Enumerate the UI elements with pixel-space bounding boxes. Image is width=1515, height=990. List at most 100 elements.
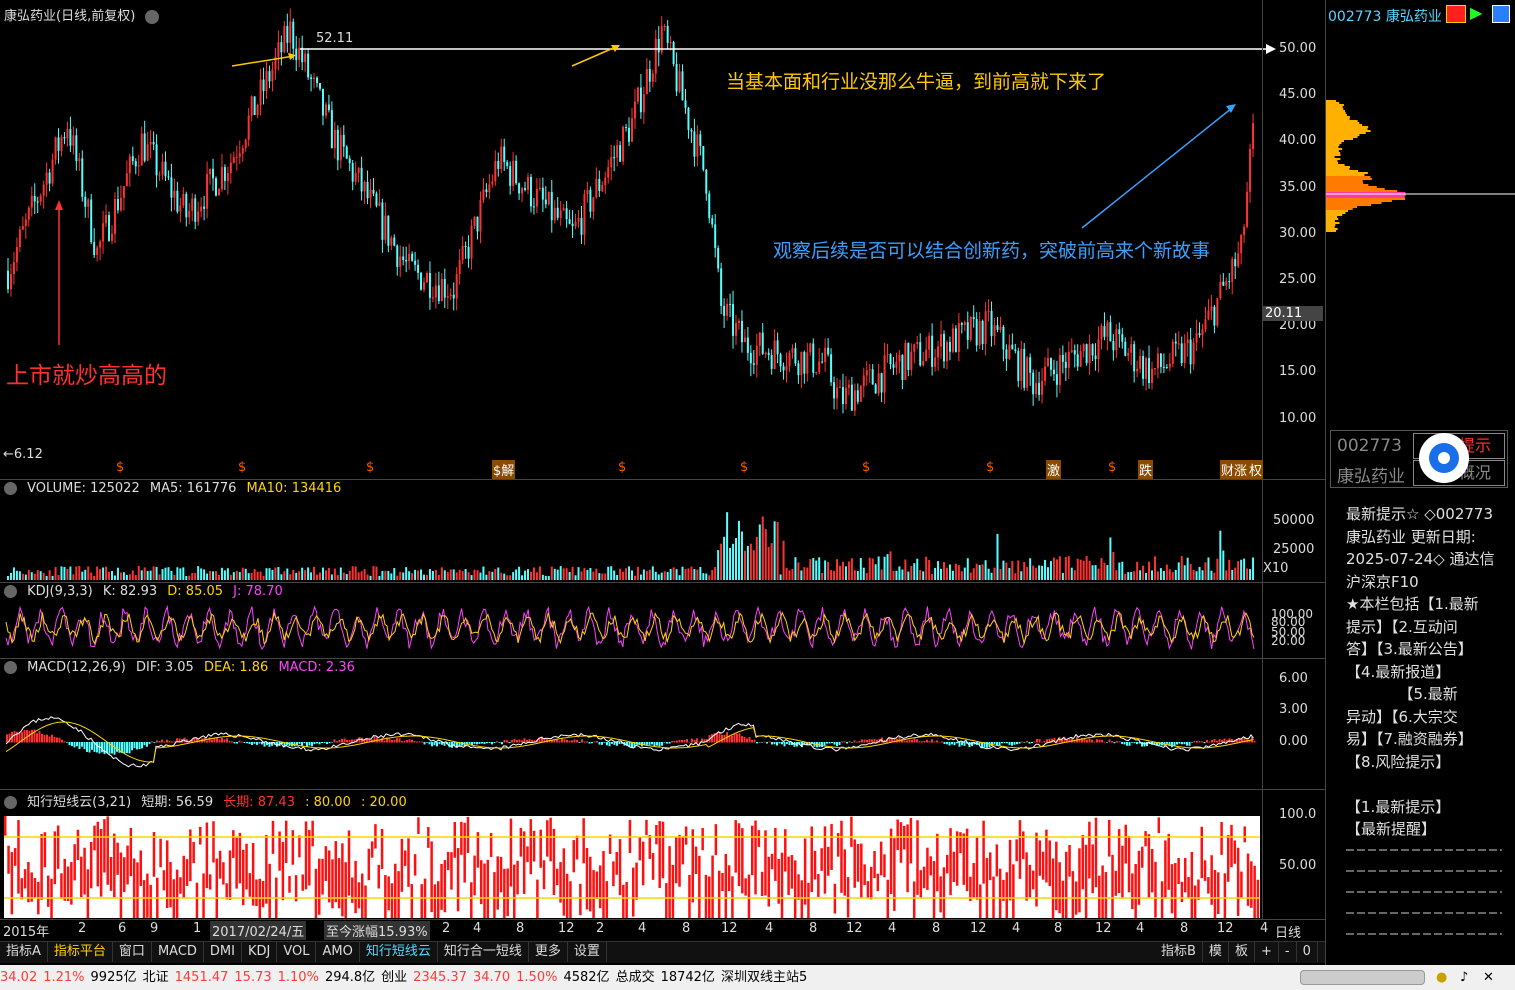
flag-icon[interactable] [1446, 5, 1466, 23]
chip-bar [1326, 230, 1337, 232]
indicator-tab[interactable]: 窗口 [113, 942, 152, 962]
candle-body [182, 193, 185, 206]
cloud-bar [1111, 854, 1114, 918]
macd-bar [358, 737, 361, 743]
candle-body [1121, 334, 1124, 342]
indicator-tab-right[interactable]: 指标B [1155, 942, 1203, 962]
indicator-tab[interactable]: 指标平台 [48, 942, 113, 962]
collapse-icon[interactable] [4, 796, 17, 809]
macd-bar [1168, 742, 1171, 747]
indicator-tab[interactable]: DMI [204, 942, 242, 962]
macd-bar [458, 742, 461, 747]
macd-bar [911, 739, 913, 743]
candle-body [1035, 383, 1038, 395]
collapse-icon[interactable] [4, 482, 17, 495]
settings-circle-icon[interactable] [145, 9, 160, 24]
indicator-tab[interactable]: 知行合一短线 [438, 942, 529, 962]
window-icon[interactable] [1492, 5, 1510, 23]
cloud-bar [116, 842, 119, 875]
kdj-header: KDJ(9,3,3) K: 82.93 D: 85.05 J: 78.70 [4, 584, 289, 599]
volume-bar [185, 575, 188, 580]
kdj-panel[interactable]: KDJ(9,3,3) K: 82.93 D: 85.05 J: 78.70 10… [0, 583, 1325, 659]
indicator-tab[interactable]: 设置 [568, 942, 607, 962]
candle-body [1183, 343, 1186, 364]
play-icon[interactable]: ▶ [1470, 3, 1483, 22]
time-label: 2015年 [3, 925, 50, 940]
time-label: 12 [846, 921, 863, 936]
macd-bar [606, 742, 608, 746]
volume-bar [324, 570, 327, 580]
cloud-bar [813, 850, 817, 880]
scrollbar[interactable] [1300, 970, 1425, 985]
indicator-tab[interactable]: 知行短线云 [360, 942, 438, 962]
volume-bar [666, 572, 669, 580]
volume-bar [128, 574, 131, 580]
candle-body [461, 245, 464, 261]
volume-bar [1079, 559, 1082, 580]
macd-bar [451, 742, 453, 748]
indicator-tab[interactable]: 更多 [529, 942, 568, 962]
indicator-tab[interactable]: VOL [277, 942, 317, 962]
volume-bar [553, 568, 556, 580]
cloud-bar [671, 864, 675, 918]
macd-bar [193, 737, 196, 743]
cloud-bar [575, 835, 579, 860]
macd-bar [48, 736, 51, 743]
chip-bar [1326, 220, 1335, 222]
indicator-tab-right[interactable]: - [1279, 942, 1297, 962]
macd-bar [171, 741, 173, 743]
volume-ma5: MA5: 161776 [149, 481, 237, 496]
macd-bar [348, 740, 351, 743]
indicator-tab[interactable]: AMO [316, 942, 360, 962]
indicator-tab[interactable]: KDJ [242, 942, 278, 962]
macd-bar [806, 742, 808, 746]
cloud-bar [291, 830, 295, 865]
volume-bar [749, 543, 752, 580]
indicator-tab[interactable]: MACD [152, 942, 204, 962]
cloud-bar [724, 853, 728, 918]
indicator-tab-right[interactable]: 模 [1203, 942, 1229, 962]
period-label[interactable]: 日线 [1275, 926, 1302, 941]
cloud-bar [440, 863, 443, 910]
macd-bar [941, 741, 943, 743]
volume-bar [1198, 566, 1201, 580]
cloud-panel[interactable]: 知行短线云(3,21) 短期: 56.59 长期: 87.43 : 80.00 … [0, 790, 1325, 920]
tools-icon[interactable]: ✕ [1483, 970, 1494, 985]
macd-bar [1216, 740, 1218, 743]
candle-body [351, 163, 354, 182]
time-label: 12 [970, 921, 987, 936]
volume-bar [726, 512, 729, 580]
bulb-icon[interactable]: ● [1436, 970, 1448, 985]
assistant-icon[interactable] [1419, 433, 1469, 483]
collapse-icon[interactable] [4, 661, 17, 674]
candle-body [143, 133, 146, 161]
macd-bar [1111, 741, 1113, 743]
cloud-bar [1253, 865, 1256, 918]
notification-icon[interactable]: ♪ [1460, 970, 1469, 985]
macd-bar [176, 738, 178, 743]
macd-bar [646, 742, 648, 745]
cloud-short: 短期: 56.59 [141, 795, 214, 810]
indicator-tab-right[interactable]: 0 [1297, 942, 1318, 962]
volume-panel[interactable]: VOLUME: 125022 MA5: 161776 MA10: 134416 … [0, 480, 1325, 583]
candle-body [916, 342, 919, 345]
macd-panel[interactable]: MACD(12,26,9) DIF: 3.05 DEA: 1.86 MACD: … [0, 659, 1325, 790]
indicator-tab[interactable]: 指标A [0, 942, 48, 962]
price-panel[interactable]: 康弘药业(日线,前复权) 50.00 45.00 40.00 35.00 30.00 25… [0, 0, 1325, 480]
volume-bar [250, 572, 253, 580]
cloud-bar [777, 858, 780, 904]
volume-bar [521, 575, 524, 580]
volume-bar [99, 569, 102, 580]
collapse-icon[interactable] [4, 585, 17, 598]
stock-info-box[interactable]: 002773 康弘药业 最新提示 公司概况 [1330, 430, 1508, 488]
macd-bar [168, 740, 171, 743]
volume-bar [945, 567, 948, 580]
volume-bar [690, 566, 693, 580]
indicator-tab-right[interactable]: + [1255, 942, 1279, 962]
cloud-bar [995, 844, 999, 877]
cloud-bar [27, 862, 30, 903]
ticker-item: 34.02 [0, 970, 38, 985]
chip-bar [1326, 188, 1385, 190]
indicator-tab-right[interactable]: 板 [1229, 942, 1255, 962]
volume-bar [1243, 558, 1246, 580]
